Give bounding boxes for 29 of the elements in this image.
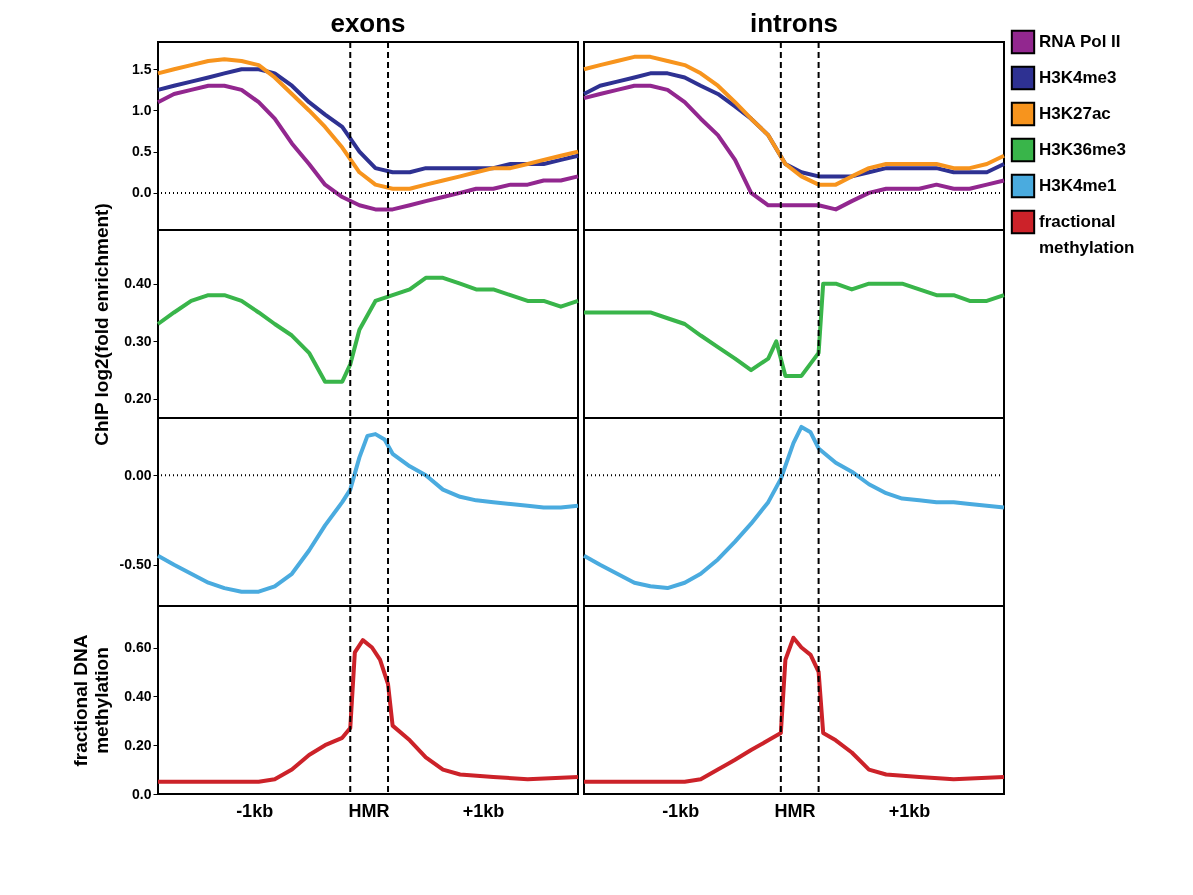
legend-label: H3K27ac <box>1039 104 1111 123</box>
x-tick-label: -1kb <box>236 800 274 821</box>
y-tick-label: 0.0 <box>132 785 152 802</box>
chart-title: exons <box>330 8 406 38</box>
y-tick-label: 1.5 <box>132 60 152 77</box>
chart-title: introns <box>749 8 839 38</box>
y-tick-label: 0.20 <box>124 390 152 407</box>
x-tick-label: HMR <box>348 800 390 821</box>
x-tick-label: HMR <box>774 800 816 821</box>
legend-label: H3K4me1 <box>1039 176 1117 195</box>
y-tick-label: 0.20 <box>124 736 152 753</box>
legend-label: H3K4me3 <box>1039 68 1117 87</box>
y-tick-label: 0.30 <box>124 332 152 349</box>
y-axis-title: ChIP log2(fold enrichment) <box>91 203 113 446</box>
legend-label: fractional methylation <box>1039 212 1135 257</box>
x-tick-label: -1kb <box>662 800 700 821</box>
y-tick-label: 0.40 <box>124 275 152 292</box>
y-tick-label: 0.60 <box>124 639 152 656</box>
y-tick-label: 0.00 <box>124 466 152 483</box>
legend-label: RNA Pol II <box>1039 32 1121 51</box>
y-axis-title: fractional DNA methylation <box>70 634 113 767</box>
y-tick-label: -0.50 <box>119 556 152 573</box>
y-tick-label: 0.0 <box>132 184 152 201</box>
legend-label: H3K36me3 <box>1039 140 1126 159</box>
x-tick-label: +1kb <box>462 800 505 821</box>
y-tick-label: 0.40 <box>124 687 152 704</box>
x-tick-label: +1kb <box>888 800 931 821</box>
y-tick-label: 1.0 <box>132 101 152 118</box>
y-tick-label: 0.5 <box>132 143 152 160</box>
